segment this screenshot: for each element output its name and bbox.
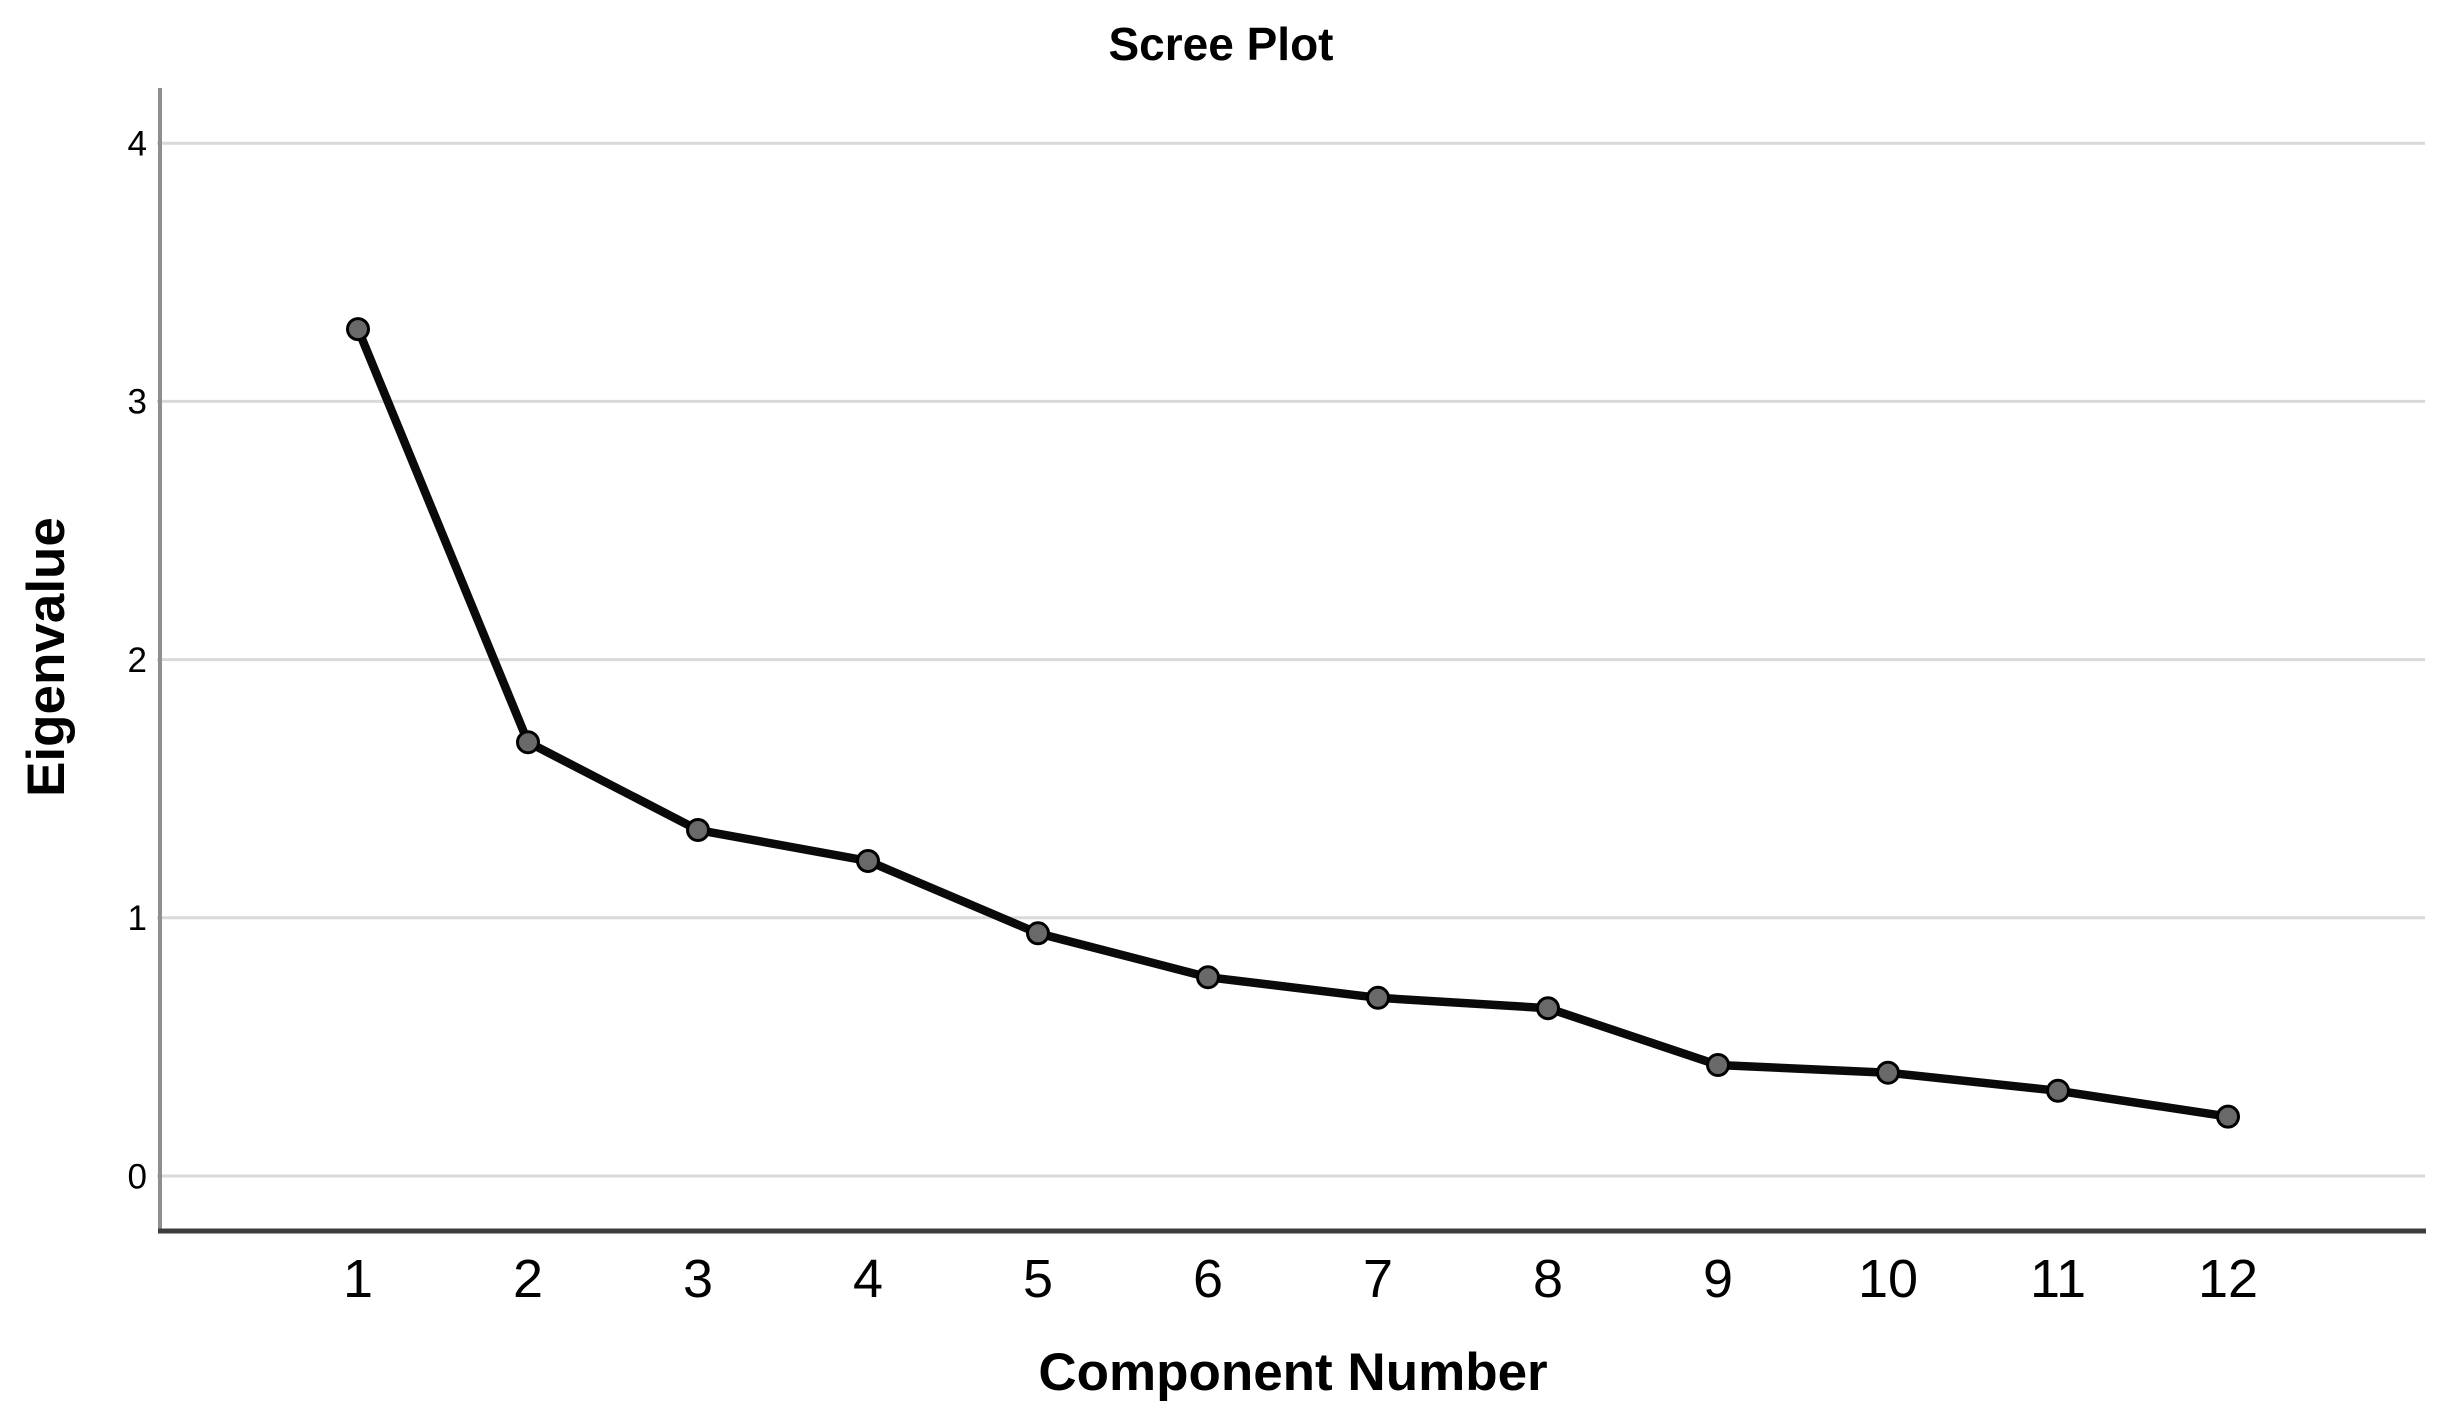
x-tick-label-11: 11: [2030, 1249, 2086, 1309]
data-point-10: [1876, 1060, 1900, 1085]
data-point-9: [1706, 1053, 1730, 1077]
data-markers: [346, 317, 2240, 1129]
data-point-5: [1026, 921, 1050, 946]
x-tick-label-6: 6: [1193, 1249, 1223, 1309]
x-tick-label-7: 7: [1363, 1249, 1393, 1309]
y-axis-label: Eigenvalue: [17, 517, 76, 797]
data-point-1: [346, 317, 370, 342]
x-tick-label-9: 9: [1703, 1249, 1733, 1309]
y-tick-label-0: 0: [128, 1157, 147, 1196]
data-point-2: [516, 730, 540, 755]
x-tick-label-5: 5: [1023, 1249, 1053, 1309]
y-tick-label-4: 4: [128, 124, 147, 163]
y-tick-label-2: 2: [128, 641, 147, 680]
data-point-7: [1366, 985, 1390, 1010]
gridlines: [157, 141, 2425, 1178]
data-point-6: [1196, 965, 1220, 990]
x-tick-labels: 1 2 3 4 5 6 7 8 9 10 11 12: [343, 1249, 2258, 1309]
x-tick-label-8: 8: [1533, 1249, 1563, 1309]
x-tick-label-12: 12: [2198, 1249, 2258, 1309]
data-point-8: [1536, 996, 1560, 1021]
data-point-12: [2216, 1104, 2240, 1129]
x-axis-label: Component Number: [1038, 1343, 1547, 1402]
data-point-4: [856, 849, 880, 873]
x-tick-label-4: 4: [853, 1249, 883, 1309]
y-tick-label-1: 1: [128, 899, 147, 938]
scree-line: [353, 324, 2233, 1121]
data-point-11: [2046, 1078, 2070, 1103]
x-tick-label-1: 1: [343, 1249, 373, 1309]
x-tick-label-2: 2: [513, 1249, 543, 1309]
chart-title: Scree Plot: [1109, 18, 1334, 70]
data-point-3: [686, 818, 710, 842]
y-tick-label-3: 3: [128, 383, 147, 422]
y-tick-labels: 0 1 2 3 4: [128, 124, 147, 1196]
x-tick-label-10: 10: [1858, 1249, 1918, 1309]
x-tick-label-3: 3: [683, 1249, 713, 1309]
